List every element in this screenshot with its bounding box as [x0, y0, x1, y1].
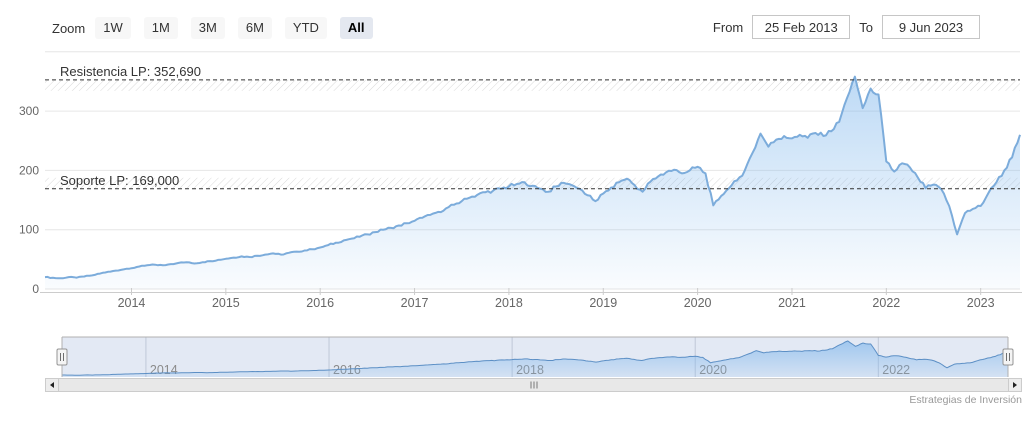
to-date-input[interactable]	[882, 15, 980, 39]
zoom-label: Zoom	[52, 20, 86, 36]
scrollbar	[45, 378, 1022, 392]
x-axis-label: 2016	[306, 296, 334, 310]
navigator-series-line	[62, 340, 1009, 376]
plotline-zone	[45, 79, 1020, 91]
x-axis-label: 2023	[967, 296, 995, 310]
navigator-series-area	[62, 341, 1008, 377]
x-axis-label: 2020	[684, 296, 712, 310]
zoom-button-ytd[interactable]: YTD	[284, 17, 327, 39]
arrow-right-icon	[1013, 382, 1017, 388]
main-series-line	[44, 75, 1021, 280]
chart-credits-link[interactable]: Estrategias de Inversión	[909, 394, 1022, 406]
arrow-left-icon	[50, 382, 54, 388]
scrollbar-right-button[interactable]	[1008, 378, 1022, 392]
zoom-buttons: 1W 1M 3M 6M YTD All	[95, 17, 373, 39]
scrollbar-track[interactable]	[59, 378, 1008, 392]
navigator-handle-right[interactable]	[1002, 348, 1014, 366]
from-label: From	[712, 19, 744, 35]
x-axis-label: 2019	[589, 296, 617, 310]
from-date-input[interactable]	[752, 15, 851, 39]
x-axis-label: 2014	[118, 296, 146, 310]
zoom-button-6m[interactable]: 6M	[237, 17, 272, 39]
y-axis-label: 100	[19, 223, 39, 237]
resistance-label: Resistencia LP: 352,690	[60, 64, 201, 79]
zoom-button-3m[interactable]: 3M	[190, 17, 225, 39]
y-axis-label: 200	[19, 163, 39, 177]
main-series-area	[45, 76, 1020, 289]
zoom-button-all[interactable]: All	[339, 17, 373, 39]
zoom-button-1m[interactable]: 1M	[143, 17, 178, 39]
to-label: To	[859, 19, 873, 35]
x-axis-label: 2022	[872, 296, 900, 310]
scrollbar-left-button[interactable]	[45, 378, 59, 392]
zoom-button-1w[interactable]: 1W	[95, 17, 131, 39]
support-label: Soporte LP: 169,000	[60, 173, 180, 188]
navigator-handle-left[interactable]	[56, 348, 68, 366]
y-axis-label: 0	[32, 282, 39, 296]
scrollbar-grip-icon[interactable]	[530, 381, 537, 389]
x-axis-label: 2018	[495, 296, 523, 310]
x-axis-label: 2021	[778, 296, 806, 310]
toolbar: Zoom 1W 1M 3M 6M YTD All	[52, 17, 373, 39]
plotline-zone	[45, 177, 1020, 189]
x-axis-label: 2015	[212, 296, 240, 310]
range-selector: From To	[713, 15, 980, 39]
x-axis-label: 2017	[401, 296, 429, 310]
y-axis-label: 300	[19, 104, 39, 118]
